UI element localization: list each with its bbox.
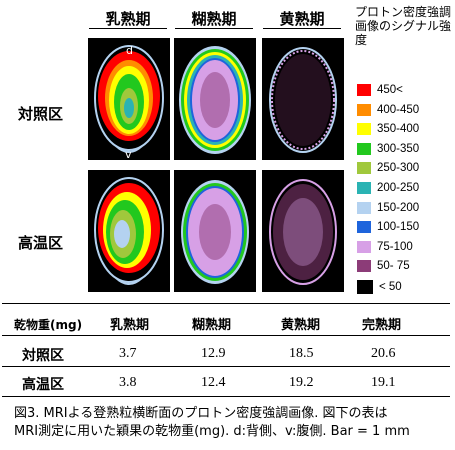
table-header-yellow: 黄熟期 [281,318,321,333]
legend-swatch [357,201,371,214]
legend-label: 150-200 [377,201,420,214]
table-cell: 12.9 [201,346,226,361]
table-cell: 20.6 [371,346,396,361]
mri-grain-graphic [269,179,337,285]
legend-label: 100-150 [377,221,420,234]
legend-item: 450< [357,84,403,98]
legend-item: 50- 75 [357,260,410,274]
legend-swatch [357,162,371,175]
dorsal-mark: d [126,44,133,57]
table-row-label-high-temp: 高温区 [22,377,64,393]
stage-label-milk: 乳熟期 [105,10,151,28]
stage-rule [175,28,253,29]
legend-item: 75-100 [357,240,413,255]
table-cell: 12.4 [201,375,226,390]
table-top-rule [2,303,450,304]
stage-rule [263,28,341,29]
legend-swatch [357,142,371,155]
legend-item: 350-400 [357,123,419,137]
scale-bar [311,296,345,299]
legend-swatch [357,123,371,136]
stage-rule [89,28,167,29]
table-bottom-rule [2,396,450,397]
legend-item: 250-300 [357,162,419,176]
mri-image-hightemp-dough [174,170,256,292]
legend-item: 150-200 [357,201,420,216]
mri-grain-graphic [94,45,164,153]
legend-swatch [357,240,371,253]
mri-grain-graphic [179,46,251,154]
table-header-weight: 乾物重(mg) [14,318,83,332]
table-header-milk: 乳熟期 [110,318,150,333]
legend-swatch [357,84,371,96]
stage-label-yellow: 黄熟期 [279,10,325,28]
mri-image-control-dough [174,38,256,160]
legend-label: < 50 [379,281,402,294]
legend-label: 350-400 [377,123,420,136]
ventral-mark: v [125,148,132,161]
table-cell: 3.8 [119,375,137,390]
legend-label: 200-250 [377,182,420,195]
legend-item: 300-350 [357,142,420,157]
legend-label: 250-300 [377,162,420,175]
legend-label: 450< [377,84,403,97]
legend-item: 400-450 [357,103,420,118]
table-cell: 19.2 [289,375,314,390]
mri-image-control-yellow [262,38,344,160]
mri-image-hightemp-milk [88,170,170,292]
legend-label: 75-100 [377,240,413,253]
table-row-rule [2,366,450,367]
mri-image-control-milk: d v [88,38,170,161]
legend-swatch [357,221,371,234]
table-header-ripe: 完熟期 [362,318,402,333]
legend-label: 50- 75 [377,260,410,273]
legend-swatch [357,182,371,194]
mri-grain-graphic [181,180,249,284]
row-label-high-temp: 高温区 [18,234,64,252]
caption-line-2: MRI測定に用いた穎果の乾物重(mg). d:背側、v:腹側. Bar = 1 … [14,424,410,439]
stage-label-dough: 糊熟期 [191,10,237,28]
table-header-dough: 糊熟期 [192,318,232,333]
table-cell: 19.1 [371,375,396,390]
legend-title: プロトン密度強調画像のシグナル強度 [355,5,452,47]
legend-item: 200-250 [357,182,419,196]
legend-label: 300-350 [377,142,420,155]
legend-item: 100-150 [357,221,419,235]
figure-caption: 図3. MRIよる登熟粒横断面のプロトン密度強調画像. 図下の表は MRI測定に… [14,405,450,441]
legend-swatch [357,280,373,294]
caption-line-1: 図3. MRIよる登熟粒横断面のプロトン密度強調画像. 図下の表は [14,406,388,421]
legend-item: < 50 [357,280,402,294]
table-cell: 18.5 [289,346,314,361]
mri-image-hightemp-yellow [262,170,345,299]
legend-label: 400-450 [377,103,420,116]
legend-swatch [357,103,371,116]
mri-grain-graphic [94,177,164,285]
mri-grain-graphic [269,47,337,153]
row-label-control: 対照区 [18,105,64,123]
table-cell: 3.7 [119,346,137,361]
table-header-rule [2,335,450,336]
legend-swatch [357,260,371,273]
table-row-label-control: 対照区 [22,348,64,364]
